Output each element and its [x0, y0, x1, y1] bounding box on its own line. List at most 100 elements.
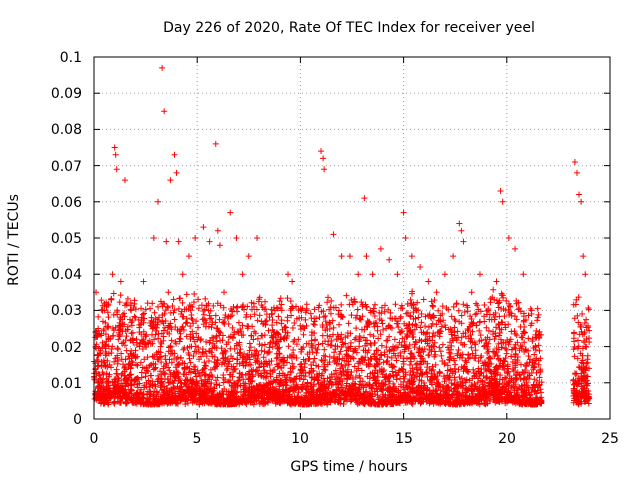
scatter-point [350, 355, 357, 362]
scatter-point [359, 398, 366, 405]
scatter-point [537, 355, 544, 362]
scatter-point [121, 342, 128, 349]
scatter-point [439, 303, 446, 310]
scatter-point [171, 350, 178, 357]
scatter-point [256, 294, 263, 301]
scatter-point [398, 365, 405, 372]
scatter-point [145, 339, 152, 346]
scatter-point [239, 271, 246, 278]
scatter-point [326, 353, 333, 360]
scatter-point [583, 391, 590, 398]
scatter-point [111, 379, 118, 386]
scatter-point [497, 389, 504, 396]
scatter-point [171, 355, 178, 362]
scatter-point [529, 338, 536, 345]
scatter-point [441, 359, 448, 366]
scatter-point [260, 383, 267, 390]
scatter-point [255, 351, 262, 358]
scatter-point [407, 296, 414, 303]
scatter-point [327, 304, 334, 311]
scatter-point [324, 341, 331, 348]
scatter-point [498, 290, 505, 297]
scatter-point [519, 369, 526, 376]
scatter-point [581, 319, 588, 326]
scatter-point [97, 350, 104, 357]
scatter-point [315, 341, 322, 348]
scatter-point [281, 372, 288, 379]
scatter-point [423, 369, 430, 376]
scatter-point [133, 336, 140, 343]
scatter-point [498, 390, 505, 397]
scatter-point [193, 330, 200, 337]
scatter-point [217, 337, 224, 344]
scatter-point [503, 297, 510, 304]
scatter-point [105, 336, 112, 343]
scatter-point [267, 391, 274, 398]
scatter-point [161, 108, 168, 115]
scatter-point [413, 373, 420, 380]
scatter-point [274, 363, 281, 370]
scatter-point [510, 384, 517, 391]
scatter-point [342, 334, 349, 341]
scatter-point [202, 382, 209, 389]
scatter-point [505, 368, 512, 375]
scatter-point [332, 367, 339, 374]
scatter-point [275, 392, 282, 399]
scatter-point [305, 356, 312, 363]
scatter-point [410, 301, 417, 308]
scatter-point [203, 353, 210, 360]
scatter-point [268, 306, 275, 313]
scatter-point [278, 317, 285, 324]
scatter-point [129, 337, 136, 344]
scatter-point [299, 305, 306, 312]
scatter-point [173, 399, 180, 406]
scatter-point [470, 366, 477, 373]
scatter-point [210, 302, 217, 309]
scatter-point [445, 346, 452, 353]
scatter-point [318, 148, 325, 155]
scatter-point [176, 338, 183, 345]
scatter-point [261, 367, 268, 374]
scatter-point [418, 391, 425, 398]
scatter-point [129, 397, 136, 404]
scatter-point [408, 253, 415, 260]
scatter-point [103, 350, 110, 357]
scatter-point [451, 390, 458, 397]
scatter-point [110, 399, 117, 406]
scatter-point [273, 339, 280, 346]
scatter-point [370, 333, 377, 340]
scatter-point [477, 370, 484, 377]
scatter-point [273, 350, 280, 357]
scatter-point [99, 344, 106, 351]
scatter-point [482, 342, 489, 349]
scatter-point [527, 305, 534, 312]
scatter-point [256, 363, 263, 370]
scatter-point [177, 330, 184, 337]
scatter-point [254, 317, 261, 324]
scatter-point [326, 359, 333, 366]
scatter-point [425, 278, 432, 285]
scatter-point [303, 401, 310, 408]
scatter-point [290, 304, 297, 311]
scatter-point [124, 326, 131, 333]
scatter-point [259, 392, 266, 399]
scatter-point [400, 378, 407, 385]
scatter-point [450, 355, 457, 362]
scatter-point [468, 315, 475, 322]
scatter-point [263, 317, 270, 324]
scatter-point [302, 397, 309, 404]
scatter-point [202, 317, 209, 324]
scatter-point [405, 394, 412, 401]
scatter-point [483, 374, 490, 381]
scatter-point [446, 399, 453, 406]
scatter-point [114, 345, 121, 352]
scatter-point [324, 399, 331, 406]
scatter-point [176, 295, 183, 302]
scatter-point [289, 278, 296, 285]
scatter-point [147, 322, 154, 329]
scatter-point [181, 380, 188, 387]
scatter-point [367, 355, 374, 362]
scatter-point [468, 387, 475, 394]
scatter-point [415, 396, 422, 403]
scatter-point [191, 387, 198, 394]
